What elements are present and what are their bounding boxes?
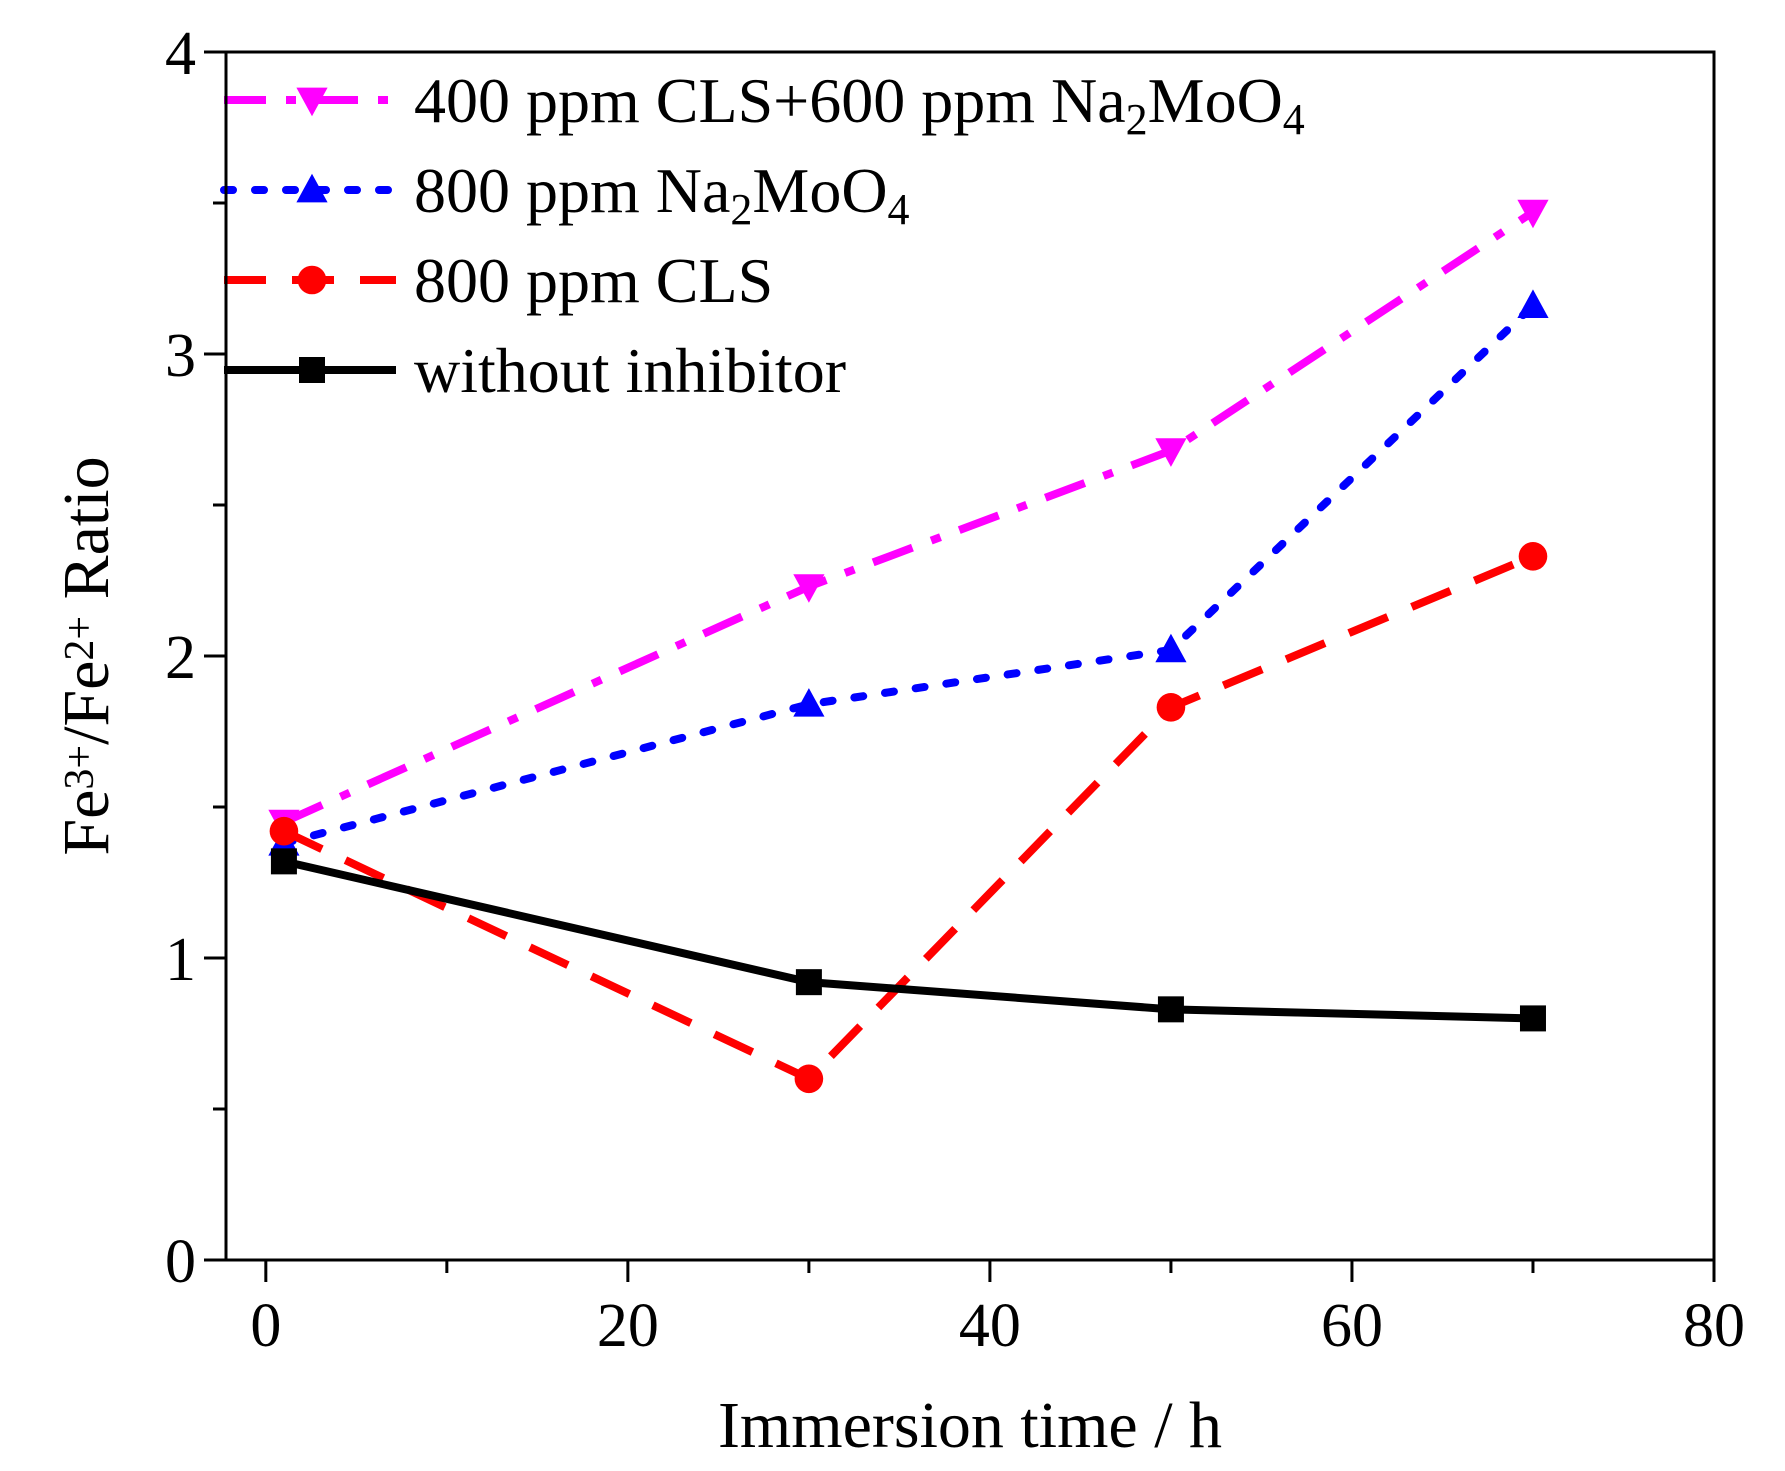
series-line: [283, 857, 1534, 1023]
series-line: [279, 301, 1537, 848]
triangle-up-marker: [1517, 289, 1549, 319]
triangle-down-marker: [296, 87, 328, 117]
legend-label: 400 ppm CLS+600 ppm Na2MoO4: [414, 65, 1305, 144]
triangle-down-marker: [793, 574, 825, 603]
circle-marker: [269, 816, 299, 846]
x-axis-label: Immersion time / h: [718, 1389, 1222, 1462]
plot-frame: [224, 50, 1716, 1262]
y-tick-label: 1: [165, 926, 196, 994]
x-tick-label: 80: [1683, 1292, 1745, 1360]
x-tick-label: 40: [959, 1292, 1021, 1360]
y-tick-label: 3: [165, 322, 196, 390]
legend-item: 800 ppm CLS: [224, 245, 773, 316]
tick-labels: 0 20 40 60 80 0 1 2 3 4: [165, 20, 1745, 1360]
series-line: [282, 552, 1535, 1084]
x-tick-label: 20: [597, 1292, 659, 1360]
series-line: [282, 208, 1536, 826]
triangle-up-marker: [793, 688, 825, 717]
axis-ticks: [204, 50, 1716, 1282]
square-marker: [1519, 1005, 1546, 1032]
data-series: [268, 199, 1549, 1094]
triangle-up-marker: [1155, 633, 1187, 663]
legend-label: without inhibitor: [414, 335, 846, 406]
y-tick-label: 4: [165, 20, 196, 88]
triangle-down-marker: [1517, 199, 1549, 229]
triangle-down-marker: [1155, 438, 1187, 467]
square-marker: [270, 848, 297, 875]
y-axis-label: Fe3+/Fe2+ Ratio: [50, 456, 123, 855]
legend-item: without inhibitor: [224, 335, 846, 406]
y-tick-label: 2: [165, 624, 196, 692]
circle-marker: [794, 1064, 824, 1094]
legend-item: 800 ppm Na2MoO4: [220, 155, 910, 234]
x-tick-label: 0: [250, 1292, 281, 1360]
circle-marker: [1518, 542, 1548, 571]
legend-item: 400 ppm CLS+600 ppm Na2MoO4: [224, 65, 1305, 144]
x-tick-label: 60: [1321, 1292, 1383, 1360]
y-tick-label: 0: [165, 1228, 196, 1296]
square-marker: [1157, 996, 1184, 1023]
legend-label: 800 ppm Na2MoO4: [414, 155, 910, 234]
series-2: [269, 542, 1548, 1094]
square-marker: [795, 969, 822, 996]
legend-label: 800 ppm CLS: [414, 245, 773, 316]
circle-marker: [1156, 693, 1186, 722]
square-marker: [299, 357, 325, 383]
series-3: [270, 848, 1546, 1032]
legend: 400 ppm CLS+600 ppm Na2MoO4 800 ppm Na2Mo…: [220, 65, 1305, 406]
circle-marker: [297, 265, 327, 295]
triangle-up-marker: [296, 173, 328, 203]
